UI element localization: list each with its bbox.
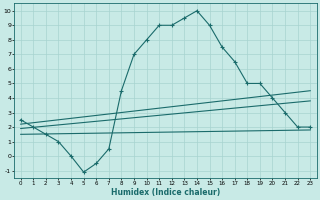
X-axis label: Humidex (Indice chaleur): Humidex (Indice chaleur)	[111, 188, 220, 197]
